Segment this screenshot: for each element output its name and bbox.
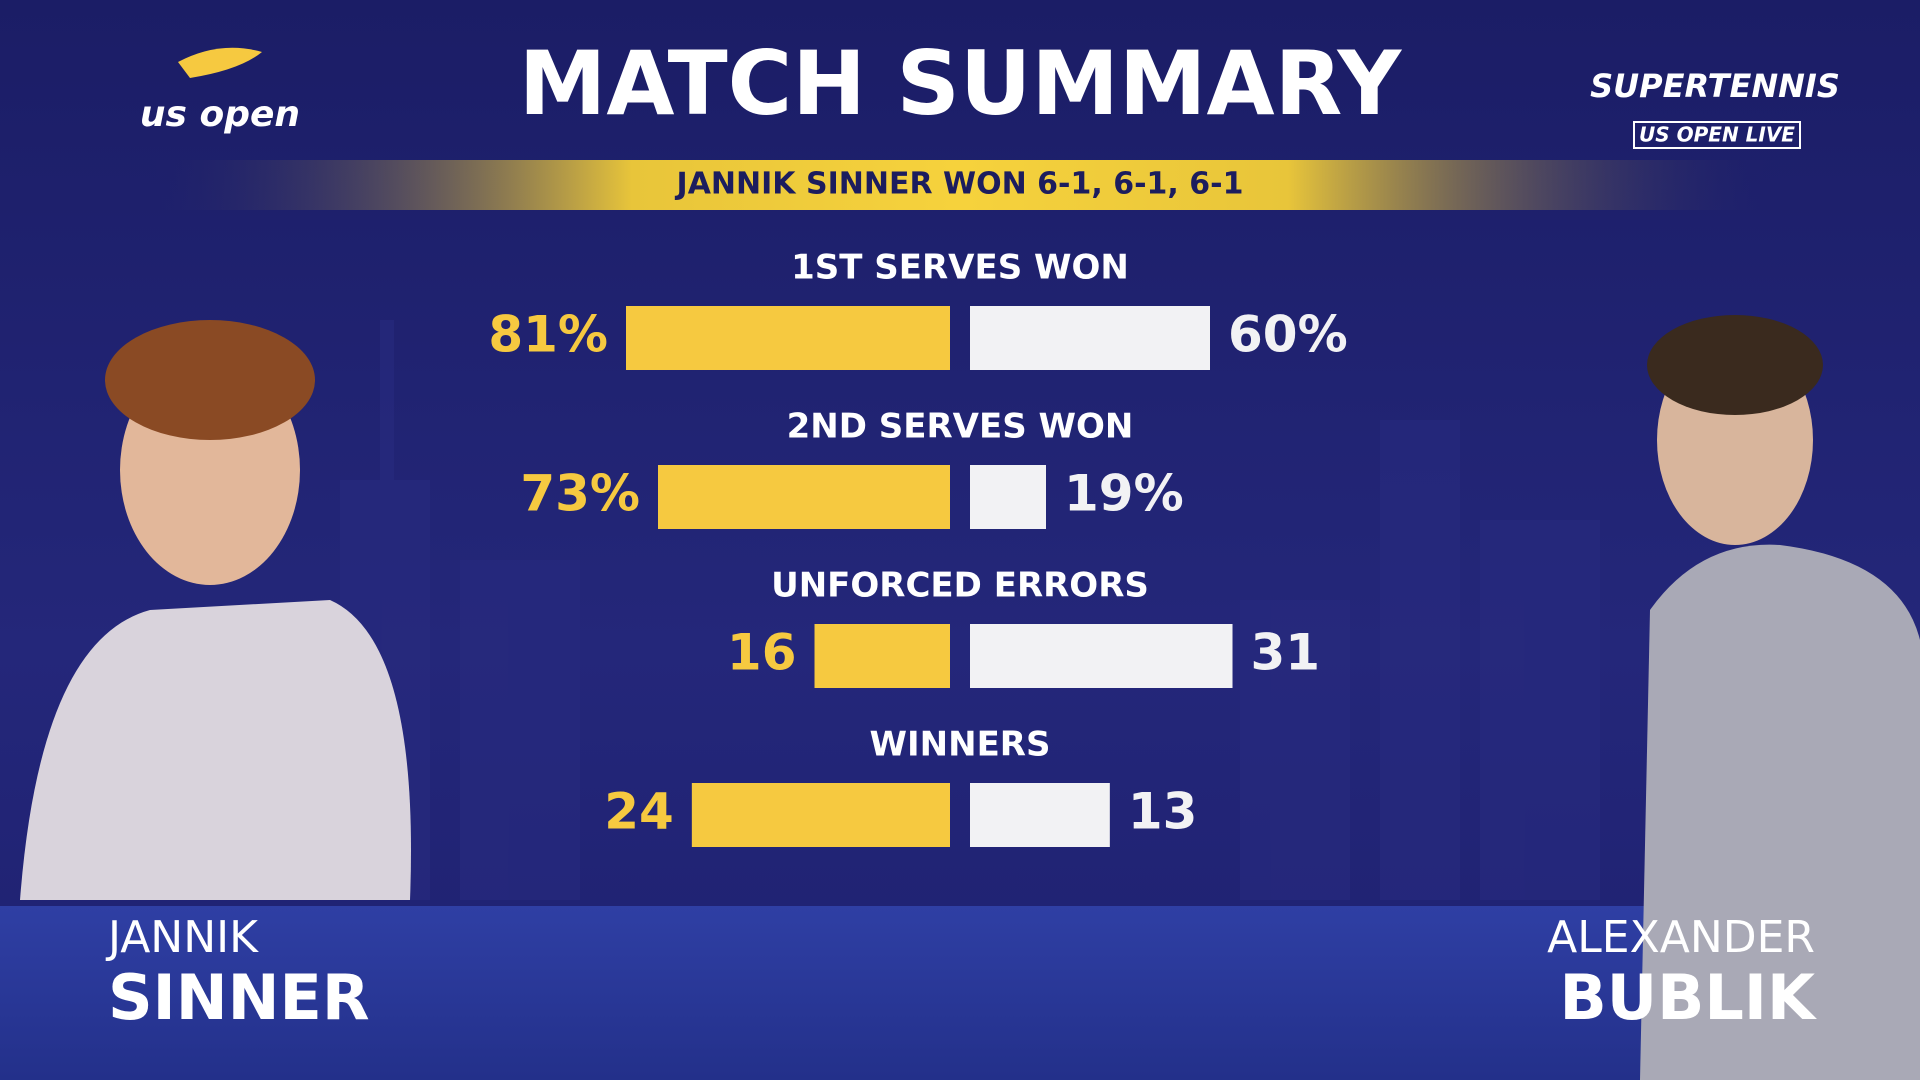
right-logo: SUPERTENNIS <box>1590 67 1840 105</box>
bar <box>970 306 1210 370</box>
bar <box>691 783 950 847</box>
bar <box>970 624 1233 688</box>
name-band <box>0 906 1920 1080</box>
value-label: 24 <box>604 783 674 841</box>
player-right-photo <box>1640 315 1920 1080</box>
logo-ball <box>178 47 262 78</box>
chart-title: MATCH SUMMARY <box>519 32 1403 135</box>
value-label: 19% <box>1064 465 1184 523</box>
left-logo: us open <box>140 94 300 135</box>
value-label: 16 <box>727 624 797 682</box>
player-first-name: JANNIK <box>105 912 259 963</box>
row-title: 1ST SERVES WON <box>791 248 1129 288</box>
bar <box>626 306 950 370</box>
row-title: UNFORCED ERRORS <box>771 566 1149 606</box>
bar <box>814 624 950 688</box>
chart-subtitle: JANNIK SINNER WON 6-1, 6-1, 6-1 <box>675 167 1244 202</box>
value-label: 81% <box>488 306 608 364</box>
player-left-photo <box>20 320 411 900</box>
player-last-name: SINNER <box>108 961 370 1034</box>
bar <box>970 783 1110 847</box>
right-logo-sub: US OPEN LIVE <box>1639 123 1795 147</box>
row-title: WINNERS <box>870 725 1051 765</box>
value-label: 73% <box>520 465 640 523</box>
result-banner <box>140 160 1780 210</box>
right-logo-box <box>1633 121 1801 149</box>
bar <box>658 465 950 529</box>
bar <box>970 465 1046 529</box>
player-first-name: ALEXANDER <box>1547 912 1815 963</box>
player-last-name: BUBLIK <box>1560 961 1817 1034</box>
value-label: 60% <box>1228 306 1348 364</box>
row-title: 2ND SERVES WON <box>787 407 1134 447</box>
value-label: 31 <box>1251 624 1321 682</box>
value-label: 13 <box>1128 783 1198 841</box>
skyline <box>340 320 1600 900</box>
